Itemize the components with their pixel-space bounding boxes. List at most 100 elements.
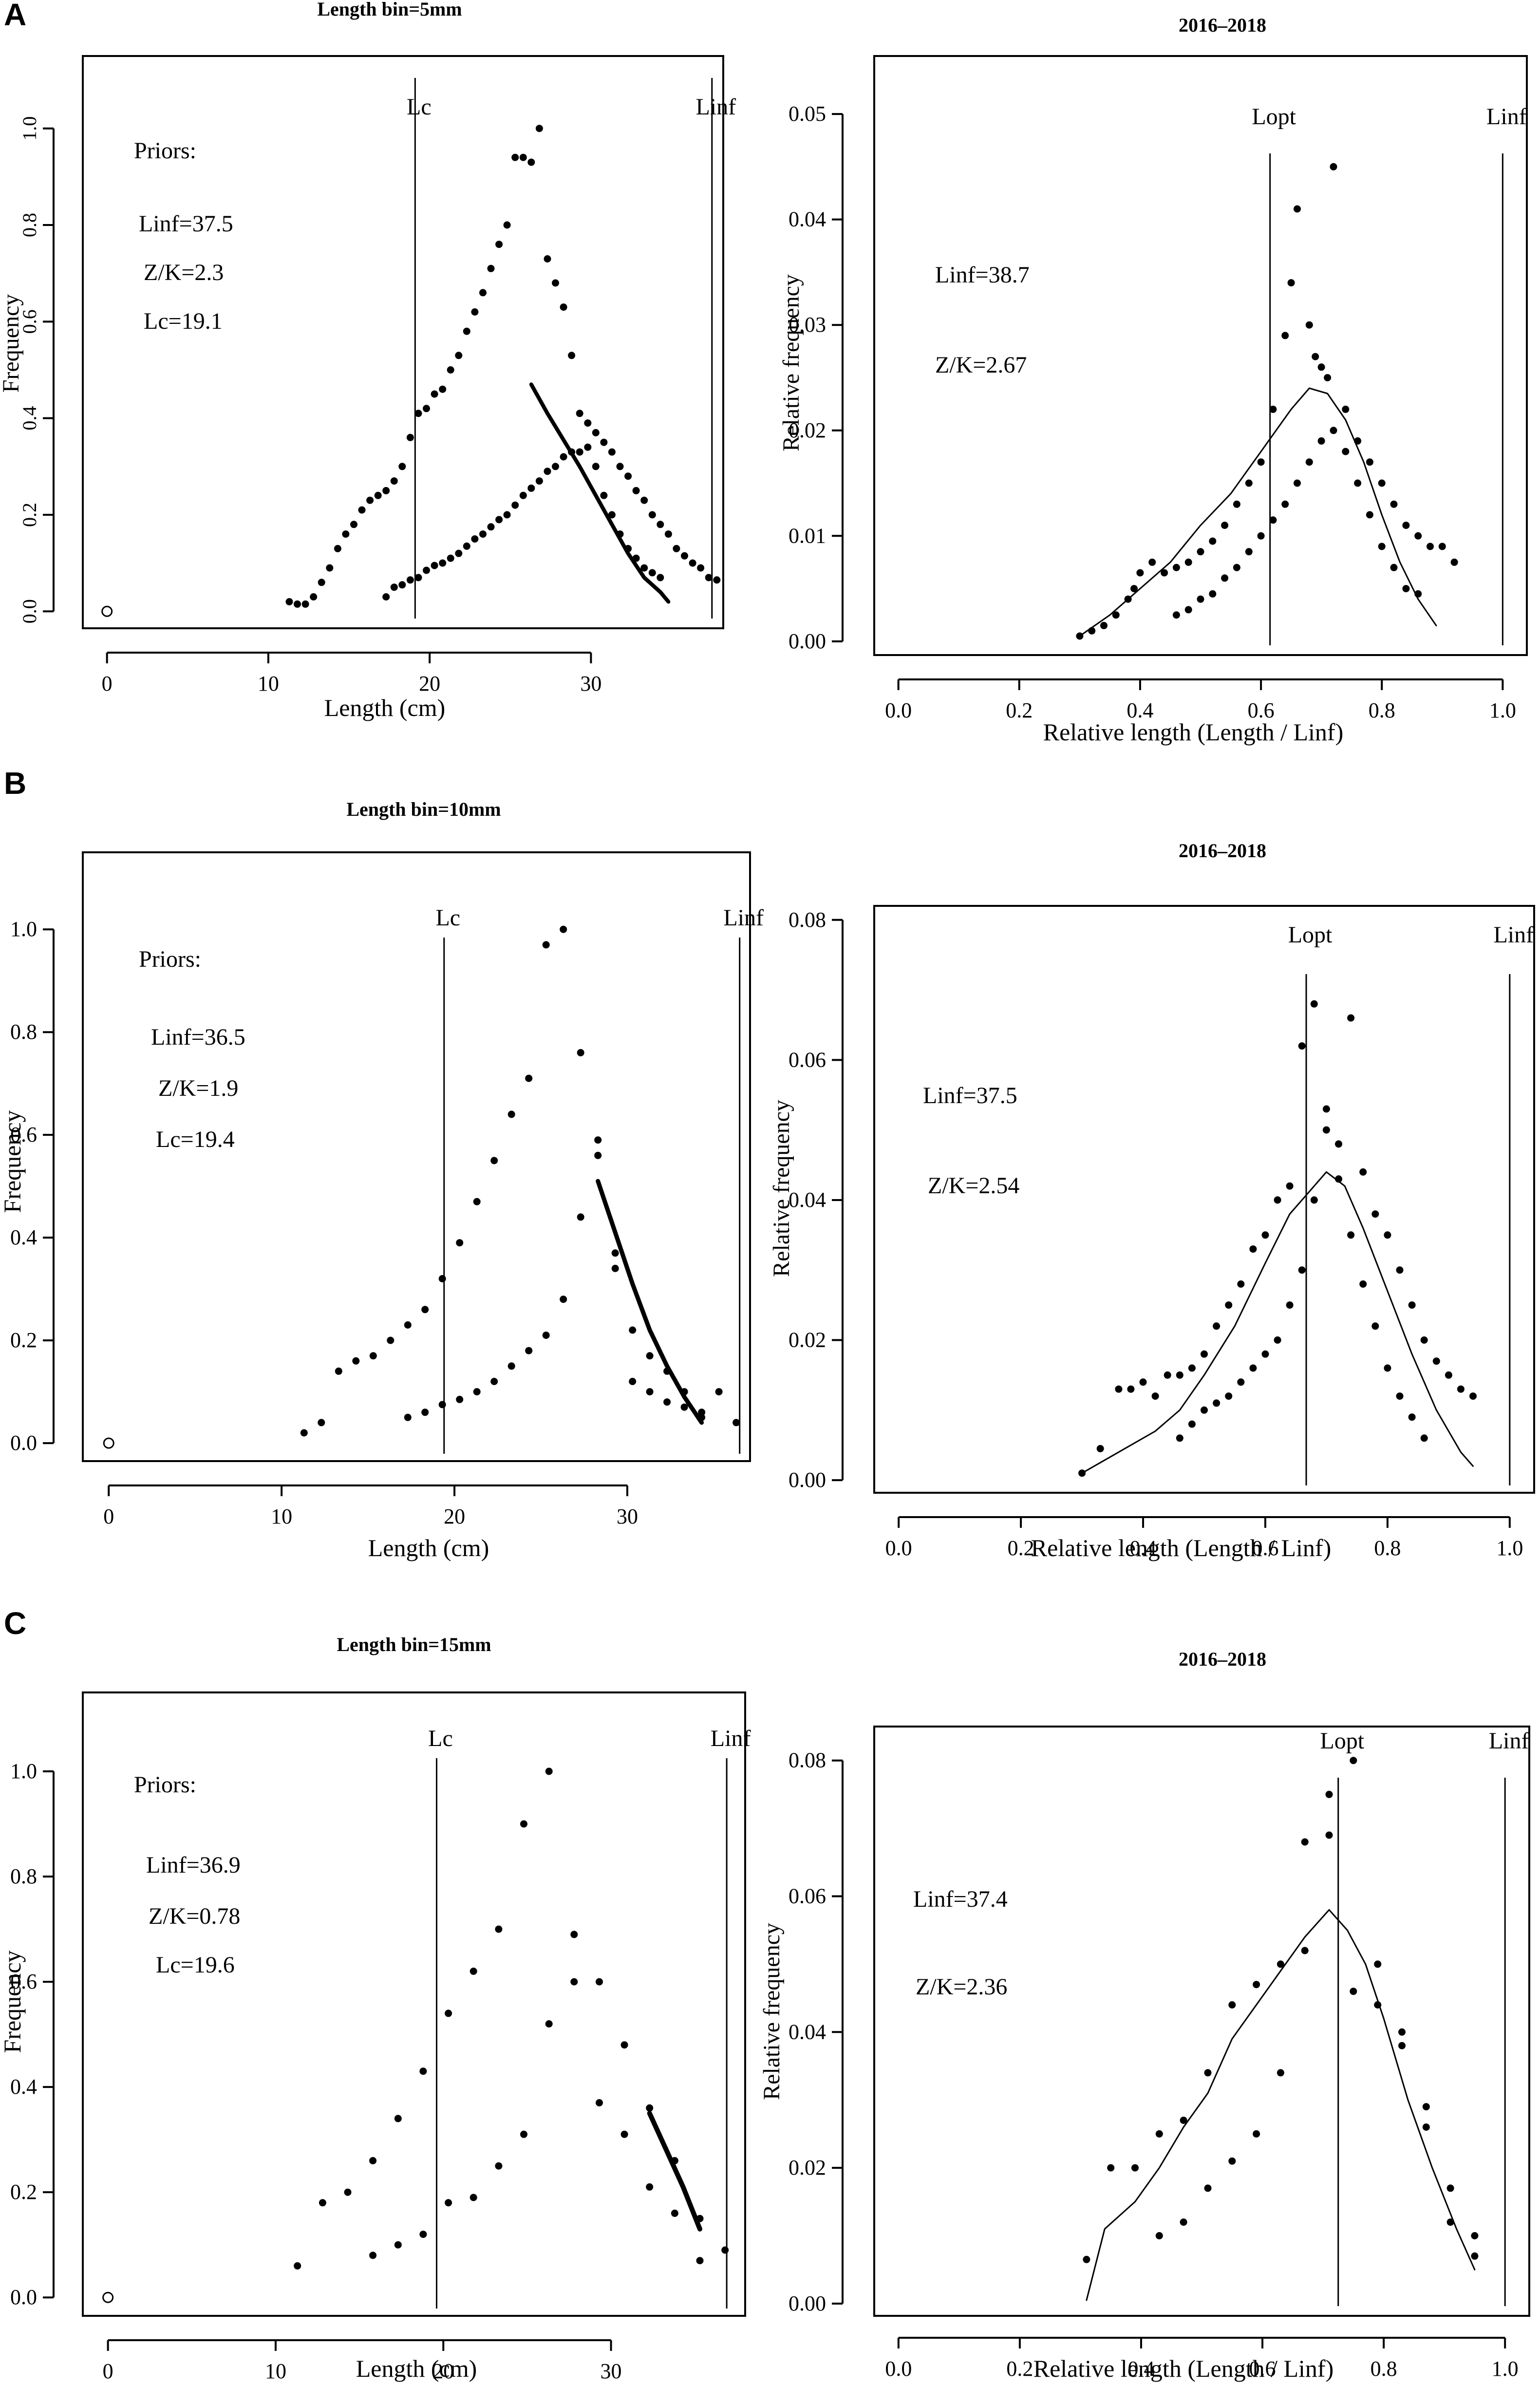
data-point <box>342 530 350 538</box>
data-point <box>1172 611 1180 619</box>
data-point <box>560 1296 567 1303</box>
x-axis-label: Relative length (Length / Linf) <box>1031 1534 1331 1561</box>
y-tick-label: 0.6 <box>19 309 40 334</box>
y-tick-label: 0.02 <box>789 418 826 442</box>
data-point <box>1408 1301 1416 1309</box>
data-point <box>594 1136 602 1144</box>
data-point <box>1330 427 1337 434</box>
data-point <box>470 1968 477 1975</box>
y-tick-label: 1.0 <box>10 1759 37 1783</box>
data-point <box>1225 1392 1233 1400</box>
x-tick-label: 0.8 <box>1369 698 1395 722</box>
data-point <box>495 516 503 524</box>
data-point <box>300 1429 308 1437</box>
data-point <box>1274 1336 1281 1344</box>
data-point <box>698 1413 706 1421</box>
panel-label-b: B <box>4 766 26 801</box>
data-point <box>1096 1445 1104 1452</box>
y-tick-label: 0.02 <box>789 1328 826 1352</box>
data-point <box>616 530 624 538</box>
data-point <box>507 1110 515 1118</box>
y-tick-label: 0.04 <box>789 1188 826 1212</box>
plot-frame <box>873 55 1528 656</box>
y-tick-label: 0.4 <box>10 1225 37 1249</box>
data-point <box>1371 1210 1379 1218</box>
data-point <box>657 574 664 582</box>
data-point <box>715 1388 723 1396</box>
data-point <box>1180 2117 1187 2124</box>
data-point <box>390 477 398 485</box>
data-point <box>570 1978 578 1986</box>
data-point <box>520 1820 527 1828</box>
data-point <box>640 496 648 504</box>
estimate-linf: Linf=37.5 <box>923 1083 1017 1108</box>
data-point <box>1176 1371 1183 1379</box>
data-point <box>698 1408 706 1416</box>
y-axis-label: Relative frequency <box>778 274 804 451</box>
data-point <box>1213 1322 1221 1330</box>
chart-title: Length bin=10mm <box>346 798 501 820</box>
data-point <box>406 576 414 584</box>
x-tick-label: 20 <box>432 2359 454 2383</box>
data-point <box>318 1419 325 1427</box>
data-point <box>1213 1399 1221 1407</box>
x-tick-label: 0 <box>102 672 113 695</box>
data-point <box>447 554 454 562</box>
data-point <box>681 552 688 560</box>
data-point <box>527 484 535 492</box>
linf-label: Linf <box>1486 104 1527 130</box>
data-point <box>463 327 470 335</box>
data-point <box>1371 1322 1379 1330</box>
data-point <box>294 600 301 608</box>
data-point <box>490 1378 498 1385</box>
data-point <box>471 308 479 316</box>
x-tick-label: 0.4 <box>1130 1536 1157 1560</box>
data-point <box>487 264 495 272</box>
data-point <box>406 433 414 441</box>
y-tick-label: 0.4 <box>10 2075 37 2099</box>
prior-linf: Linf=36.9 <box>146 1852 241 1878</box>
data-point <box>1390 500 1398 508</box>
y-tick-label: 0.00 <box>789 2291 826 2315</box>
data-point <box>1261 1350 1269 1358</box>
y-tick-label: 0.04 <box>789 2020 826 2044</box>
y-tick-label: 0.4 <box>19 406 40 431</box>
data-point <box>1245 548 1253 556</box>
panel-label-c: C <box>4 1606 26 1641</box>
x-tick-label: 0.6 <box>1249 2357 1276 2381</box>
y-tick-label: 0.06 <box>789 1884 826 1908</box>
data-point <box>1432 1357 1440 1365</box>
data-point <box>584 443 592 451</box>
data-point <box>1325 1790 1333 1798</box>
prior-zk: Z/K=2.3 <box>144 260 224 285</box>
data-point <box>1249 1364 1257 1372</box>
data-point <box>394 2115 402 2122</box>
data-point <box>1398 2042 1406 2049</box>
data-point <box>487 523 495 531</box>
data-point <box>570 1931 578 1938</box>
data-point <box>294 2262 301 2270</box>
data-point <box>1317 437 1325 445</box>
data-point <box>1209 590 1217 598</box>
y-axis-label: Frequency <box>0 1950 26 2053</box>
x-tick-label: 0.0 <box>885 2357 912 2381</box>
data-point <box>1310 1196 1318 1204</box>
data-point <box>1201 1406 1208 1414</box>
data-point <box>1396 1266 1404 1274</box>
data-point <box>319 2199 326 2207</box>
y-tick-label: 0.00 <box>789 629 826 653</box>
data-point <box>1312 353 1319 360</box>
lopt-label: Lopt <box>1252 104 1296 130</box>
plot-frame <box>82 851 751 1462</box>
x-tick-label: 20 <box>444 1504 465 1528</box>
data-point <box>560 303 567 311</box>
data-point <box>455 549 463 557</box>
y-tick-label: 0.0 <box>10 2285 37 2309</box>
prior-heading: Priors: <box>134 138 196 164</box>
data-point <box>1366 511 1373 519</box>
data-point <box>568 448 576 456</box>
data-point <box>1204 2069 1212 2077</box>
data-point <box>1139 1378 1147 1386</box>
